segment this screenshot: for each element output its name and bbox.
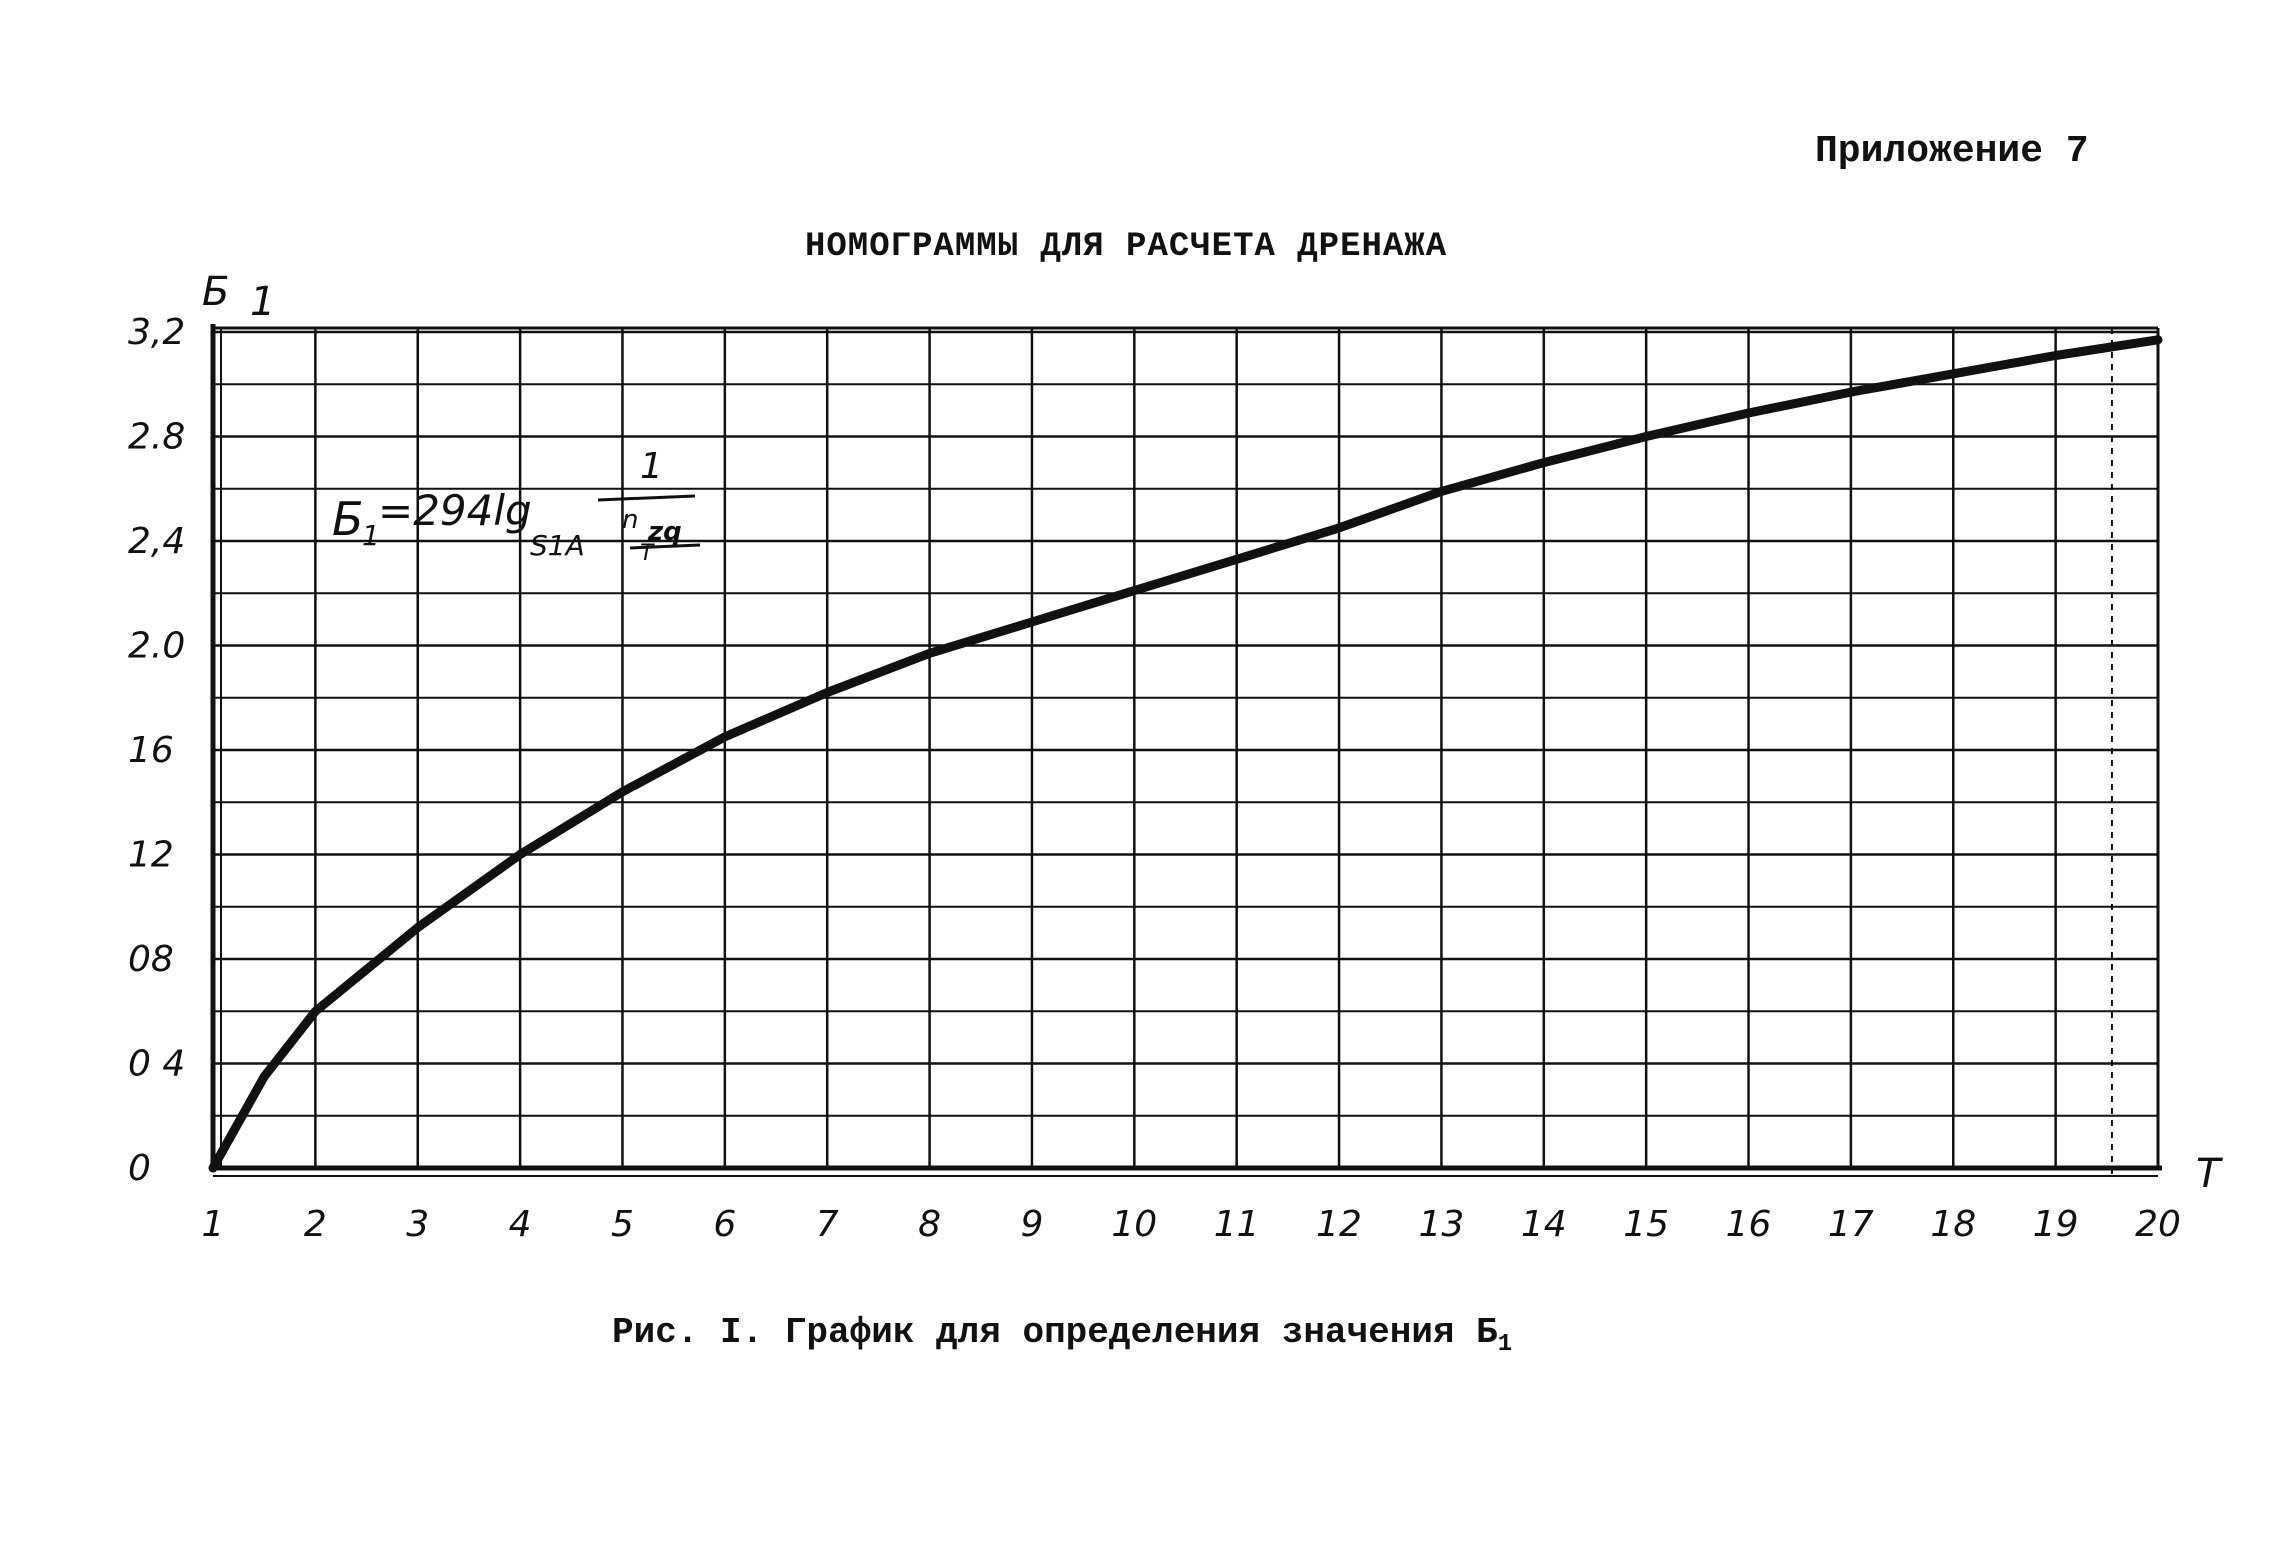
x-tick-label: 3 [406, 1204, 429, 1245]
x-tick-label: 11 [1214, 1204, 1260, 1245]
x-axis-name: Т [2196, 1151, 2224, 1197]
y-tick-label: 0 [128, 1148, 151, 1189]
x-tick-label: 17 [1828, 1204, 1874, 1245]
caption-text: Рис. I. График для определения значения … [612, 1312, 1498, 1353]
formula-denominator-mid: zq [647, 517, 682, 547]
caption-subscript: 1 [1497, 1331, 1513, 1359]
x-tick-label: 7 [816, 1204, 839, 1245]
x-tick-label: 5 [611, 1204, 634, 1245]
y-tick-label: 08 [128, 939, 174, 980]
y-tick-label: 2,4 [128, 521, 185, 562]
x-tick-label: 15 [1623, 1204, 1669, 1245]
formula-numerator: 1 [640, 446, 663, 487]
y-axis-name-subscript: 1 [250, 279, 275, 325]
formula-denominator-bar [629, 543, 701, 550]
formula: Б 1 =294lg S1A 1 n zq Т [332, 446, 701, 566]
formula-lhs-subscript: 1 [362, 519, 380, 552]
x-tick-label: 2 [304, 1204, 327, 1245]
x-tick-label: 12 [1316, 1204, 1362, 1245]
formula-lhs: Б [332, 492, 364, 546]
formula-denominator-top: n [622, 505, 638, 535]
formula-fraction-bar [597, 494, 696, 502]
y-tick-label: 12 [128, 835, 174, 876]
grid-major-lines [213, 326, 2160, 1178]
x-tick-label: 20 [2135, 1204, 2181, 1245]
formula-rhs: =294lg [378, 486, 532, 535]
y-tick-label: 2.8 [128, 417, 185, 458]
x-tick-label: 13 [1419, 1204, 1465, 1245]
grid-minor-lines [213, 383, 2158, 1117]
y-tick-label: 2.0 [128, 626, 185, 667]
x-tick-label: 8 [918, 1204, 941, 1245]
x-tick-label: 9 [1020, 1204, 1043, 1245]
x-tick-label: 19 [2033, 1204, 2079, 1245]
axes-lines [210, 324, 2162, 1177]
x-tick-label: 18 [1930, 1204, 1976, 1245]
x-tick-label: 16 [1726, 1204, 1772, 1245]
figure-caption: Рис. I. График для определения значения … [612, 1312, 1512, 1358]
y-tick-label: 0 4 [128, 1044, 185, 1085]
formula-log-base: S1A [530, 529, 585, 562]
x-tick-label: 6 [713, 1204, 736, 1245]
y-tick-label: 3,2 [128, 312, 185, 353]
page-title: НОМОГРАММЫ ДЛЯ РАСЧЕТА ДРЕНАЖА [805, 228, 1448, 266]
x-tick-label: 14 [1521, 1204, 1567, 1245]
x-tick-label: 1 [202, 1204, 225, 1245]
x-tick-label: 10 [1111, 1204, 1157, 1245]
y-tick-labels: 0 0 4 08 12 16 2.0 2,4 2.8 3,2 [128, 312, 185, 1189]
series-line [208, 335, 2163, 1173]
y-axis-name: Б [202, 269, 229, 315]
y-tick-label: 16 [128, 730, 174, 771]
formula-denominator-bottom: Т [640, 541, 655, 566]
x-tick-label: 4 [509, 1204, 532, 1245]
appendix-label: Приложение 7 [1815, 130, 2089, 173]
x-tick-labels: 1 2 3 4 5 6 7 8 9 10 11 12 13 14 15 16 17 18 19 20 [202, 1204, 2181, 1245]
